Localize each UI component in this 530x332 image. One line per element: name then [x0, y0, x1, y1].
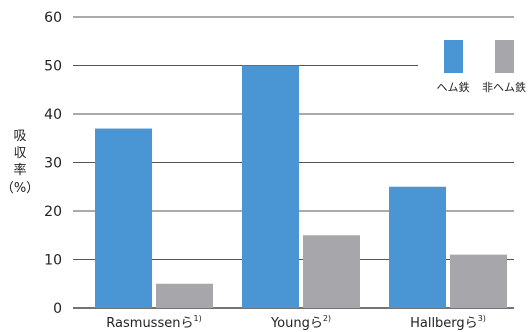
y-tick-label: 40: [44, 107, 62, 123]
bar: [303, 235, 360, 308]
y-axis-label-char: 吸: [13, 129, 26, 144]
x-tick-label: Youngら2): [270, 314, 331, 331]
bar: [95, 128, 152, 308]
bar: [156, 283, 213, 308]
y-tick-label: 10: [44, 253, 62, 269]
y-axis-label: 吸収率 （%）: [1, 129, 39, 196]
x-axis-ticks: Rasmussenら1) Youngら2) Hallbergら3): [106, 314, 486, 331]
bars: [95, 65, 507, 308]
legend-label: 非ヘム鉄: [482, 80, 526, 94]
y-tick-label: 60: [44, 10, 62, 26]
legend-swatch: [495, 40, 514, 73]
legend-label: ヘム鉄: [437, 80, 470, 94]
legend: ヘム鉄 非ヘム鉄: [418, 40, 530, 94]
x-tick-label: Hallbergら3): [410, 314, 486, 331]
x-tick-label: Rasmussenら1): [106, 314, 201, 331]
y-tick-label: 20: [44, 204, 62, 220]
y-axis-label-char: 率: [13, 162, 26, 178]
y-tick-label: 0: [53, 301, 62, 317]
y-axis-label-char: 収: [13, 146, 26, 161]
y-axis-label-unit: （%）: [1, 181, 39, 196]
bar: [389, 186, 446, 308]
y-tick-label: 50: [44, 59, 62, 75]
bar: [450, 254, 507, 308]
bar: [242, 65, 299, 308]
y-tick-label: 30: [44, 156, 62, 172]
legend-swatch: [444, 40, 463, 73]
y-axis-ticks: 0 10 20 30 40 50 60: [44, 10, 62, 317]
